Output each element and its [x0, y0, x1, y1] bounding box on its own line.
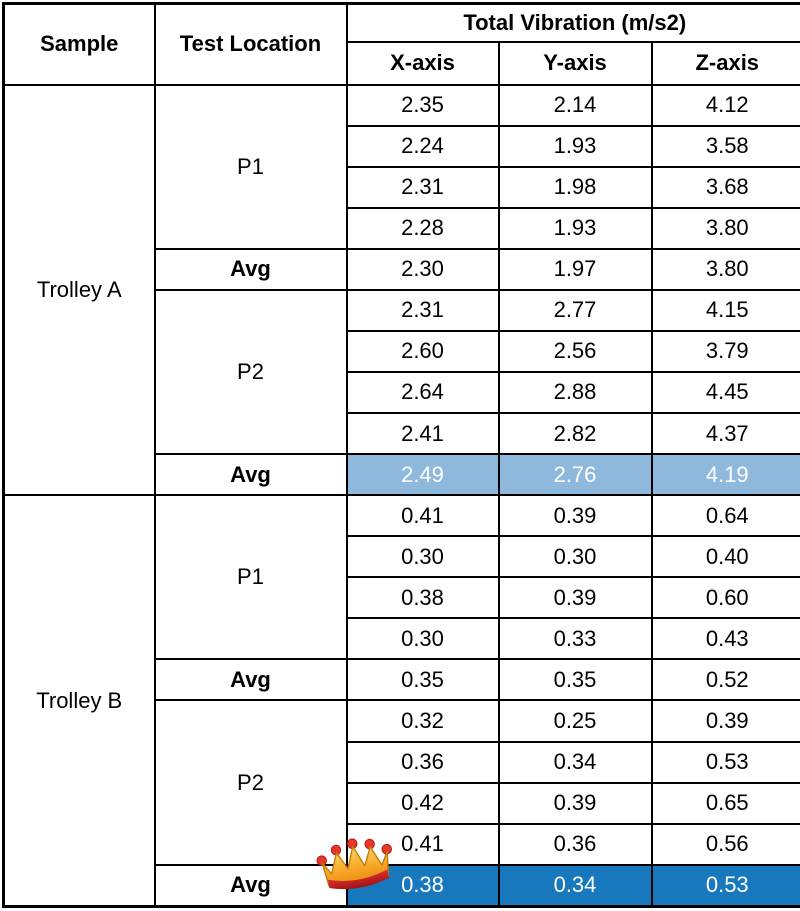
location-cell-a-p1: P1	[153, 83, 348, 250]
value-cell: 2.60	[345, 329, 500, 373]
avg-row-highlight-light: Avg 2.49 2.76 4.19	[4, 453, 800, 497]
value-cell: 0.60	[650, 576, 800, 620]
value-cell: 0.30	[497, 535, 653, 579]
value-cell: 0.53	[650, 740, 800, 784]
value-cell: 0.30	[345, 535, 500, 579]
table-row: 0.30 0.30 0.40	[4, 535, 800, 579]
location-cell-b-p1: P1	[153, 494, 348, 661]
value-cell: 0.56	[650, 822, 800, 866]
header-y-axis: Y-axis	[497, 40, 653, 86]
value-cell: 0.39	[650, 699, 800, 743]
value-cell: 0.39	[497, 781, 653, 825]
value-cell: 2.41	[345, 411, 500, 456]
value-cell: 0.33	[497, 617, 653, 661]
value-cell: 0.25	[497, 699, 653, 743]
table-row: 0.30 0.33 0.43	[4, 617, 800, 661]
value-cell: 2.31	[345, 165, 500, 209]
avg-value-cell-highlight: 0.34	[497, 863, 653, 908]
avg-row: Avg 0.35 0.35 0.52	[4, 658, 800, 702]
location-cell-b-p2: P2	[153, 699, 348, 866]
table-row: P2 0.32 0.25 0.39	[4, 699, 800, 866]
avg-value-cell-highlight: 2.49	[345, 453, 500, 497]
avg-value-cell: 3.80	[650, 247, 800, 291]
value-cell: 4.37	[650, 411, 800, 456]
value-cell: 2.82	[497, 411, 653, 456]
header-test-location: Test Location	[153, 2, 348, 86]
table-row: 0.36 0.34 0.53	[4, 740, 800, 784]
value-cell: 3.80	[650, 206, 800, 250]
avg-value-cell-highlight: 4.19	[650, 453, 800, 497]
header-total-vibration: Total Vibration (m/s2)	[345, 2, 800, 43]
value-cell: 0.40	[650, 535, 800, 579]
avg-label-cell: Avg	[153, 247, 348, 291]
value-cell: 2.88	[497, 370, 653, 415]
value-cell: 2.64	[345, 370, 500, 415]
value-cell: 0.32	[345, 699, 500, 743]
value-cell: 2.56	[497, 329, 653, 373]
sample-cell-trolley-a: Trolley A	[2, 83, 156, 497]
avg-label-cell: Avg	[153, 658, 348, 702]
table-row: 2.28 1.93 3.80	[4, 206, 800, 250]
value-cell: 4.45	[650, 370, 800, 415]
header-z-axis: Z-axis	[650, 40, 800, 86]
value-cell: 3.68	[650, 165, 800, 209]
table-row: 2.60 2.56 3.79	[4, 329, 800, 373]
value-cell: 0.42	[345, 781, 500, 825]
value-cell: 0.39	[497, 494, 653, 538]
value-cell: 2.31	[345, 288, 500, 332]
sample-cell-trolley-b: Trolley B	[2, 494, 156, 908]
avg-value-cell: 0.35	[345, 658, 500, 702]
value-cell: 0.64	[650, 494, 800, 538]
avg-value-cell-highlight: 0.53	[650, 863, 800, 908]
avg-value-cell-highlight: 2.76	[497, 453, 653, 497]
value-cell: 3.58	[650, 124, 800, 168]
avg-value-cell: 0.35	[497, 658, 653, 702]
value-cell: 4.15	[650, 288, 800, 332]
crown-icon	[315, 836, 397, 894]
avg-label-cell: Avg	[153, 453, 348, 497]
table-row: 2.24 1.93 3.58	[4, 124, 800, 168]
header-sample: Sample	[2, 2, 156, 86]
value-cell: 0.39	[497, 576, 653, 620]
value-cell: 1.93	[497, 206, 653, 250]
avg-row-highlight-dark: Avg 0.38 0.34 0.53	[4, 863, 800, 908]
value-cell: 2.28	[345, 206, 500, 250]
avg-value-cell: 1.97	[497, 247, 653, 291]
value-cell: 2.24	[345, 124, 500, 168]
value-cell: 0.36	[497, 822, 653, 866]
value-cell: 1.98	[497, 165, 653, 209]
avg-value-cell: 2.30	[345, 247, 500, 291]
value-cell: 0.41	[345, 494, 500, 538]
location-cell-a-p2: P2	[153, 288, 348, 456]
value-cell: 0.65	[650, 781, 800, 825]
value-cell: 0.43	[650, 617, 800, 661]
value-cell: 0.34	[497, 740, 653, 784]
table-row: 2.64 2.88 4.45	[4, 370, 800, 415]
value-cell: 4.12	[650, 83, 800, 127]
table-row: Trolley B P1 0.41 0.39 0.64	[2, 494, 800, 908]
avg-value-cell: 0.52	[650, 658, 800, 702]
header-x-axis: X-axis	[345, 40, 500, 86]
table-row: P2 2.31 2.77 4.15	[4, 288, 800, 456]
table-row: 0.42 0.39 0.65	[4, 781, 800, 825]
value-cell: 0.36	[345, 740, 500, 784]
value-cell: 0.38	[345, 576, 500, 620]
avg-row: Avg 2.30 1.97 3.80	[4, 247, 800, 291]
value-cell: 2.77	[497, 288, 653, 332]
value-cell: 0.30	[345, 617, 500, 661]
avg-label-cell: Avg	[153, 863, 348, 908]
value-cell: 3.79	[650, 329, 800, 373]
value-cell: 2.35	[345, 83, 500, 127]
table-row: 2.41 2.82 4.37	[4, 411, 800, 456]
table-row: 2.31 1.98 3.68	[4, 165, 800, 209]
table-row: 0.38 0.39 0.60	[4, 576, 800, 620]
table-row: Trolley A P1 2.35 2.14 4.12	[2, 83, 800, 497]
value-cell: 2.14	[497, 83, 653, 127]
value-cell: 1.93	[497, 124, 653, 168]
